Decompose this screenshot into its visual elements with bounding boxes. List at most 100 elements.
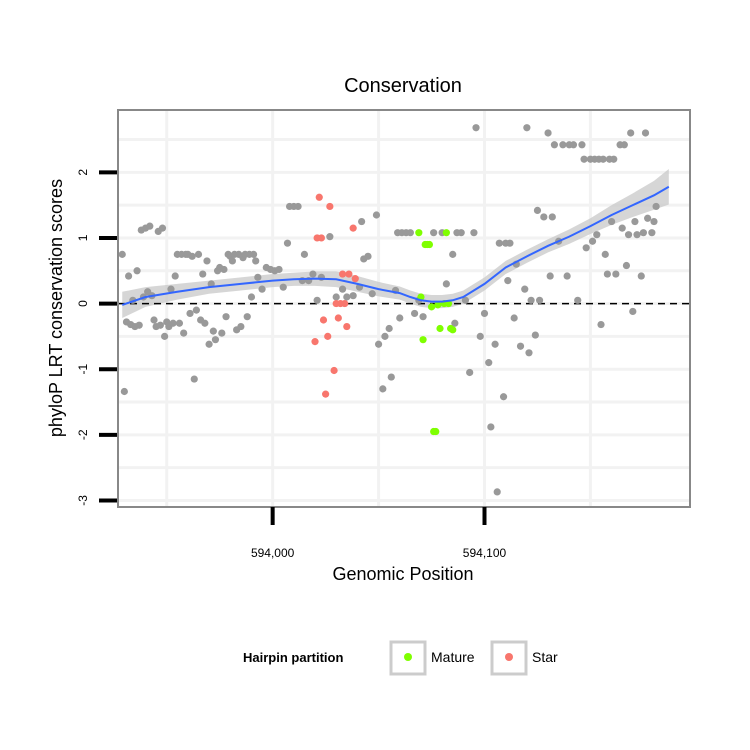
point-other [582, 244, 590, 252]
point-other [639, 229, 647, 237]
point-other [633, 231, 641, 239]
plot-panel [118, 110, 690, 507]
point-other [203, 257, 211, 265]
point-other [283, 239, 292, 247]
plot-border [117, 109, 691, 508]
point-other [396, 314, 404, 322]
point-other [150, 316, 158, 324]
point-other [294, 202, 302, 211]
point-other [169, 319, 177, 327]
point-mature [415, 229, 423, 237]
smooth-line-layer [121, 185, 670, 306]
y-tick-label: 1 [76, 234, 90, 241]
point-other [620, 141, 628, 149]
point-other [451, 319, 459, 327]
point-other [637, 272, 645, 280]
point-other [487, 423, 495, 431]
point-star [343, 322, 351, 331]
point-other [190, 375, 198, 383]
point-other [624, 231, 633, 239]
point-other [275, 265, 283, 274]
points-layer [118, 124, 660, 496]
point-other [631, 217, 639, 226]
point-other [533, 206, 542, 214]
point-star [330, 366, 338, 375]
point-other [243, 313, 251, 321]
x-tick-label: 594,000 [251, 546, 295, 560]
point-other [349, 292, 357, 300]
point-other [548, 213, 556, 221]
point-other [618, 224, 626, 232]
point-mature [434, 301, 442, 309]
point-mature [449, 326, 457, 334]
point-other [406, 229, 414, 237]
y-tick-label: -2 [76, 429, 90, 440]
point-star [338, 270, 347, 278]
point-other [220, 265, 228, 274]
x-axis-title: Genomic Position [332, 564, 473, 584]
point-other [313, 296, 321, 304]
point-star [351, 275, 359, 283]
point-other [326, 233, 334, 241]
point-star [345, 270, 353, 278]
point-other [504, 277, 512, 285]
point-other [546, 272, 554, 280]
point-other [430, 229, 438, 237]
point-other [608, 217, 616, 226]
point-other [133, 267, 141, 275]
point-other [207, 280, 215, 288]
point-other [199, 270, 207, 278]
point-star [349, 224, 357, 232]
point-other [387, 373, 395, 381]
point-other [146, 222, 154, 230]
confidence-band [122, 169, 669, 319]
point-mature [425, 240, 434, 249]
y-axis-title: phyloP LRT conservation scores [46, 179, 66, 437]
point-other [194, 250, 203, 258]
smooth-line [121, 185, 670, 306]
point-other [368, 290, 376, 298]
point-other [535, 296, 544, 304]
point-other [578, 141, 586, 149]
point-other [205, 340, 213, 348]
point-other [201, 319, 209, 327]
point-star [334, 314, 342, 322]
point-other [588, 237, 597, 245]
point-other [120, 387, 128, 396]
point-mature [442, 229, 450, 237]
point-star [311, 338, 319, 346]
point-other [550, 141, 559, 149]
point-star [341, 299, 349, 308]
y-tick-label: -3 [76, 495, 90, 506]
point-other [222, 313, 230, 321]
point-other [525, 349, 533, 357]
point-other [381, 332, 389, 340]
point-other [544, 129, 552, 137]
point-mature [427, 303, 436, 311]
point-other [374, 340, 383, 348]
point-other [338, 285, 347, 293]
point-other [580, 155, 588, 163]
point-other [118, 250, 126, 258]
point-mature [436, 324, 444, 333]
legend-title: Hairpin partition [243, 650, 343, 665]
point-other [218, 329, 226, 337]
legend-label-mature: Mature [431, 649, 475, 665]
grid-lines [118, 110, 690, 507]
point-other [192, 306, 200, 314]
y-tick-label: -1 [76, 364, 90, 375]
point-star [319, 316, 328, 324]
point-other [563, 272, 571, 280]
point-other [491, 340, 499, 348]
point-other [171, 272, 179, 280]
point-other [252, 257, 260, 265]
point-other [135, 321, 143, 329]
point-other [364, 252, 372, 260]
legend: Hairpin partition Mature Star [243, 640, 558, 676]
point-other [358, 217, 366, 226]
point-other [156, 321, 164, 329]
confidence-band-layer [122, 169, 669, 319]
point-other [485, 359, 493, 367]
point-other [124, 272, 133, 280]
